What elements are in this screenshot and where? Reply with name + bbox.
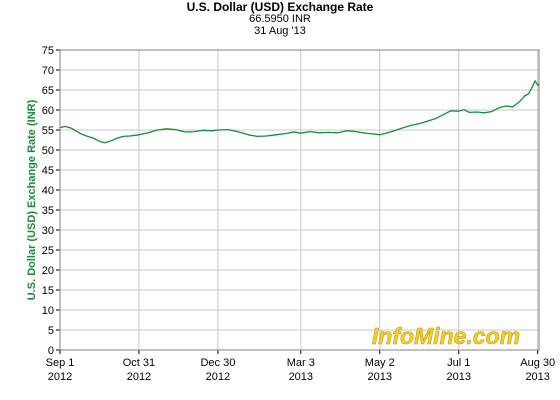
x-tick-label: Dec 30 [200,357,235,369]
x-tick-year-label: 2013 [368,371,392,383]
y-tick-label: 25 [42,245,54,257]
x-tick-year-label: 2013 [525,371,549,383]
y-tick-label: 75 [42,45,54,57]
plot-border [59,49,540,351]
y-tick-label: 70 [42,65,54,77]
y-tick-label: 45 [42,165,54,177]
y-tick-label: 40 [42,185,54,197]
x-tick-label: May 2 [365,357,395,369]
x-tick-year-label: 2012 [48,371,72,383]
x-tick-label: Sep 1 [46,357,75,369]
current-rate-date: 31 Aug '13 [254,25,306,37]
y-tick-label: 10 [42,305,54,317]
y-tick-label: 65 [42,85,54,97]
y-axis-label: U.S. Dollar (USD) Exchange Rate (INR) [26,99,38,300]
x-tick-label: Oct 31 [123,357,155,369]
y-tick-label: 5 [48,325,54,337]
x-tick-year-label: 2013 [289,371,313,383]
y-tick-label: 0 [48,345,54,357]
x-tick-year-label: 2012 [206,371,230,383]
y-tick-label: 50 [42,145,54,157]
chart-title: U.S. Dollar (USD) Exchange Rate [186,0,374,14]
y-tick-label: 20 [42,265,54,277]
x-tick-label: Mar 3 [287,357,315,369]
y-tick-label: 55 [42,125,54,137]
infomine-watermark: InfoMine.com [372,323,520,349]
current-rate-value: 66.5950 INR [249,13,311,25]
series-line [59,80,540,144]
x-tick-year-label: 2013 [446,371,470,383]
y-tick-label: 15 [42,285,54,297]
y-tick-label: 35 [42,205,54,217]
y-tick-label: 30 [42,225,54,237]
x-tick-label: Aug 30 [520,357,555,369]
plot-area [60,50,539,350]
x-tick-label: Jul 1 [447,357,470,369]
y-tick-label: 60 [42,105,54,117]
x-tick-year-label: 2012 [127,371,151,383]
